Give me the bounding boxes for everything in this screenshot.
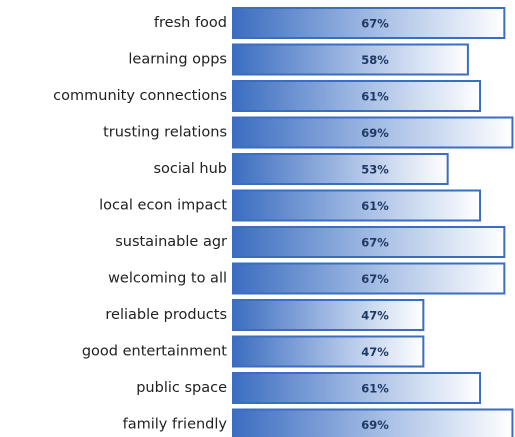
category-label: fresh food — [154, 15, 227, 31]
bar — [232, 335, 425, 368]
value-label: 61% — [361, 382, 389, 396]
category-label: social hub — [153, 161, 227, 177]
value-label: 69% — [361, 418, 389, 432]
bar — [232, 299, 425, 331]
bar — [232, 189, 482, 222]
category-label: good entertainment — [82, 344, 227, 360]
category-label: community connections — [53, 88, 227, 104]
category-label: trusting relations — [103, 125, 227, 141]
value-label: 47% — [361, 309, 389, 323]
value-label: 47% — [361, 345, 389, 359]
bar — [232, 7, 506, 39]
value-label: 67% — [361, 236, 389, 250]
category-label: local econ impact — [99, 198, 227, 214]
value-label: 61% — [361, 199, 389, 213]
category-label: family friendly — [123, 417, 228, 433]
bar — [232, 372, 482, 404]
bar — [232, 262, 506, 295]
category-label: learning opps — [128, 52, 227, 68]
bar — [232, 80, 482, 112]
category-label: public space — [136, 380, 227, 396]
category-label: sustainable agr — [115, 234, 227, 250]
bar — [232, 43, 469, 76]
value-label: 67% — [361, 272, 389, 286]
value-label: 58% — [361, 53, 389, 67]
value-label: 67% — [361, 17, 389, 31]
bar — [232, 116, 514, 149]
value-label: 53% — [361, 163, 389, 177]
category-label: welcoming to all — [108, 271, 227, 287]
value-label: 69% — [361, 126, 389, 140]
category-label: reliable products — [105, 307, 227, 323]
bar — [232, 408, 514, 437]
bar — [232, 153, 449, 185]
value-label: 61% — [361, 90, 389, 104]
bar — [232, 226, 506, 258]
